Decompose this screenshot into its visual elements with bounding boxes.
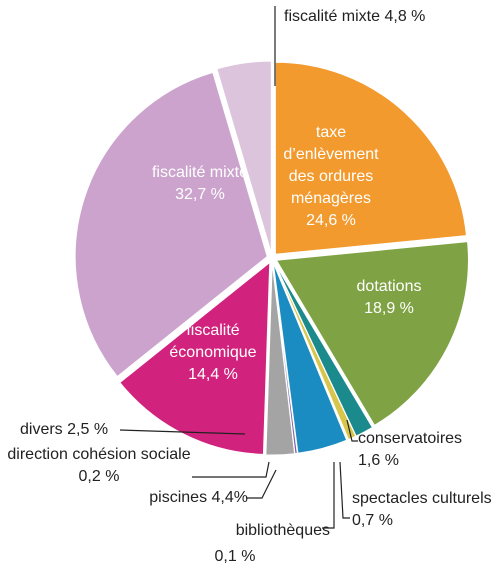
slice-name: direction cohésion sociale: [7, 446, 191, 463]
slice-value: 0,1 %: [214, 548, 256, 565]
pie-slice: [74, 71, 268, 378]
slice-label: fiscalité mixte 4,8 %: [284, 6, 484, 28]
slice-name: bibliothèques: [235, 522, 330, 539]
pie-slice: [275, 241, 469, 427]
slice-value: 18,9 %: [364, 300, 414, 317]
leader-line: [339, 461, 350, 519]
slice-label: divers 2,5 %: [20, 419, 150, 441]
leader-line: [246, 469, 277, 499]
slice-value: 32,7 %: [175, 186, 225, 203]
slice-value: 24,6 %: [306, 212, 356, 229]
leader-lines: [119, 6, 358, 529]
slice-label: direction cohésion sociale 0,2 %: [6, 444, 192, 488]
slice-value: 14,4 %: [188, 366, 238, 383]
slice-name: divers: [20, 421, 63, 438]
slice-name: dotations: [356, 278, 422, 295]
slice-value: 2,5 %: [67, 421, 109, 438]
slice-name: piscines: [149, 489, 208, 506]
slice-label: spectacles culturels 0,7 %: [352, 488, 492, 532]
pie-slice: [216, 60, 272, 254]
slice-name: fiscalité économique: [169, 322, 257, 361]
pie-slice: [273, 262, 350, 441]
leader-line: [119, 429, 246, 435]
slice-label: fiscalité économique 14,4 %: [150, 320, 276, 386]
slice-name: taxe d’enlèvement des ordures ménagères: [283, 124, 379, 207]
slice-label: fiscalité mixte 32,7 %: [140, 162, 260, 206]
pie-slice: [274, 61, 467, 255]
leader-line: [346, 419, 358, 442]
slice-value: 4,8 %: [384, 8, 426, 25]
pie-slice: [272, 262, 348, 454]
slice-name: spectacles culturels: [352, 490, 492, 507]
pie-slice: [265, 262, 296, 456]
leader-line: [322, 462, 335, 529]
slice-value: 0,7 %: [352, 512, 393, 529]
pie-slice: [119, 261, 271, 455]
slice-label: piscines 4,4%: [108, 487, 248, 509]
slice-value: 1,6 %: [358, 452, 399, 469]
slice-name: conservatoires: [358, 430, 463, 447]
slice-value: 4,4%: [211, 489, 248, 506]
slice-label: dotations 18,9 %: [330, 276, 448, 320]
slice-value: 0,2 %: [78, 468, 120, 485]
slice-name: fiscalité mixte: [284, 8, 381, 25]
slice-name: fiscalité mixte: [151, 164, 249, 181]
leader-line: [192, 461, 270, 478]
slice-label: bibliothèques 0,1 %: [200, 518, 330, 570]
pie: [74, 60, 469, 456]
slice-label: taxe d’enlèvement des ordures ménagères 2…: [272, 122, 390, 232]
slice-label: conservatoires 1,6 %: [358, 428, 495, 472]
